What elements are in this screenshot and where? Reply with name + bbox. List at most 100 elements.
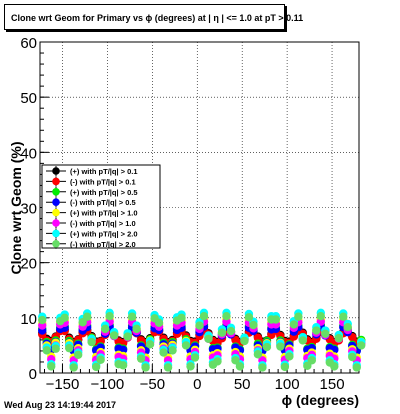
- data-point: [87, 337, 96, 347]
- data-point: [82, 312, 92, 321]
- data-point: [285, 352, 294, 361]
- data-point: [312, 326, 321, 335]
- data-point: [51, 344, 60, 353]
- data-point: [339, 312, 348, 321]
- legend-box: [41, 164, 161, 249]
- y-tick-label: 30: [20, 201, 37, 218]
- data-point: [109, 331, 119, 340]
- data-point: [199, 311, 209, 321]
- data-point: [154, 318, 164, 327]
- legend-label: (-) with pT/|q| > 0.5: [70, 198, 136, 207]
- data-point: [348, 352, 357, 362]
- data-point: [222, 311, 231, 321]
- legend-marker: [52, 198, 60, 206]
- data-point: [163, 363, 173, 372]
- legend-marker: [52, 229, 60, 238]
- data-point: [159, 348, 168, 357]
- data-point: [298, 336, 308, 345]
- data-point: [258, 363, 267, 372]
- data-point: [276, 342, 285, 351]
- legend-marker: [52, 188, 60, 196]
- legend-label: (+) with pT/|q| > 1.0: [70, 209, 138, 218]
- legend-marker: [52, 177, 60, 186]
- data-point: [65, 343, 74, 353]
- legend-marker: [52, 219, 60, 227]
- data-point: [91, 362, 101, 372]
- data-point: [330, 362, 339, 371]
- y-tick-label: 40: [20, 145, 37, 162]
- data-point: [190, 353, 200, 362]
- y-tick-label: 10: [20, 311, 37, 328]
- y-tick-label: 0: [29, 366, 37, 383]
- data-point: [231, 356, 240, 365]
- x-tick-label: 50: [234, 376, 251, 393]
- y-axis-label: Clone wrt Geom (%): [8, 141, 24, 274]
- series-7: [38, 311, 366, 372]
- y-tick-label: 50: [20, 90, 37, 107]
- data-point: [186, 362, 195, 371]
- x-tick-label: −150: [46, 376, 80, 393]
- data-point: [217, 328, 227, 337]
- data-point: [38, 315, 47, 325]
- data-point: [168, 346, 177, 355]
- x-tick-label: −100: [90, 376, 124, 393]
- data-point: [289, 320, 299, 329]
- data-point: [357, 341, 366, 350]
- data-point: [96, 355, 105, 364]
- data-point: [226, 326, 236, 336]
- x-tick-label: 150: [320, 376, 345, 393]
- chart-title: Clone wrt Geom for Primary vs ϕ (degrees…: [11, 13, 304, 23]
- legend-label: (+) with pT/|q| > 2.0: [70, 229, 138, 238]
- legend-marker: [52, 240, 60, 248]
- data-point: [352, 363, 361, 372]
- data-point: [105, 311, 114, 321]
- footer-timestamp: Wed Aug 23 14:19:44 2017: [4, 400, 117, 410]
- data-point: [249, 320, 258, 330]
- data-point: [69, 363, 78, 372]
- data-point: [100, 324, 110, 334]
- data-point: [204, 334, 213, 343]
- data-point: [141, 363, 150, 372]
- data-point: [321, 329, 330, 339]
- data-point: [343, 323, 352, 332]
- data-point: [235, 362, 245, 371]
- data-point: [244, 313, 254, 322]
- data-point: [316, 311, 326, 321]
- data-point: [280, 362, 290, 372]
- legend-marker: [52, 167, 60, 175]
- title-box: Clone wrt Geom for Primary vs ϕ (degrees…: [4, 4, 303, 30]
- legend-label: (-) with pT/|q| > 1.0: [70, 219, 136, 228]
- data-point: [118, 361, 128, 370]
- data-point: [127, 312, 137, 321]
- legend: (+) with pT/|q| > 0.1(-) with pT/|q| > 0…: [41, 164, 161, 249]
- legend-label: (-) with pT/|q| > 2.0: [70, 240, 136, 249]
- data-point: [195, 321, 204, 330]
- data-point: [213, 357, 222, 366]
- data-point: [271, 315, 281, 324]
- data-point: [73, 350, 83, 359]
- data-point: [177, 313, 186, 323]
- data-point: [294, 312, 303, 321]
- data-points: [38, 308, 366, 372]
- x-tick-label: 100: [275, 376, 300, 393]
- data-point: [47, 362, 56, 371]
- legend-label: (+) with pT/|q| > 0.5: [70, 188, 138, 197]
- x-tick-label: 0: [193, 376, 201, 393]
- legend-label: (-) with pT/|q| > 0.1: [70, 177, 136, 186]
- data-point: [253, 350, 263, 359]
- legend-marker: [52, 208, 60, 217]
- data-point: [307, 356, 317, 365]
- y-tick-label: 60: [20, 35, 37, 52]
- legend-label: (+) with pT/|q| > 0.1: [70, 167, 138, 176]
- data-point: [132, 324, 141, 334]
- data-point: [181, 341, 191, 350]
- data-point: [136, 354, 146, 363]
- y-tick-label: 20: [20, 256, 37, 273]
- data-point: [262, 342, 272, 352]
- data-point: [60, 313, 69, 323]
- tick-labels: 0 10 20 30 40 50 60 −150 −100 −50 0 50 100 150: [20, 35, 344, 393]
- data-point: [334, 334, 343, 343]
- data-point: [123, 332, 132, 341]
- data-point: [240, 336, 249, 346]
